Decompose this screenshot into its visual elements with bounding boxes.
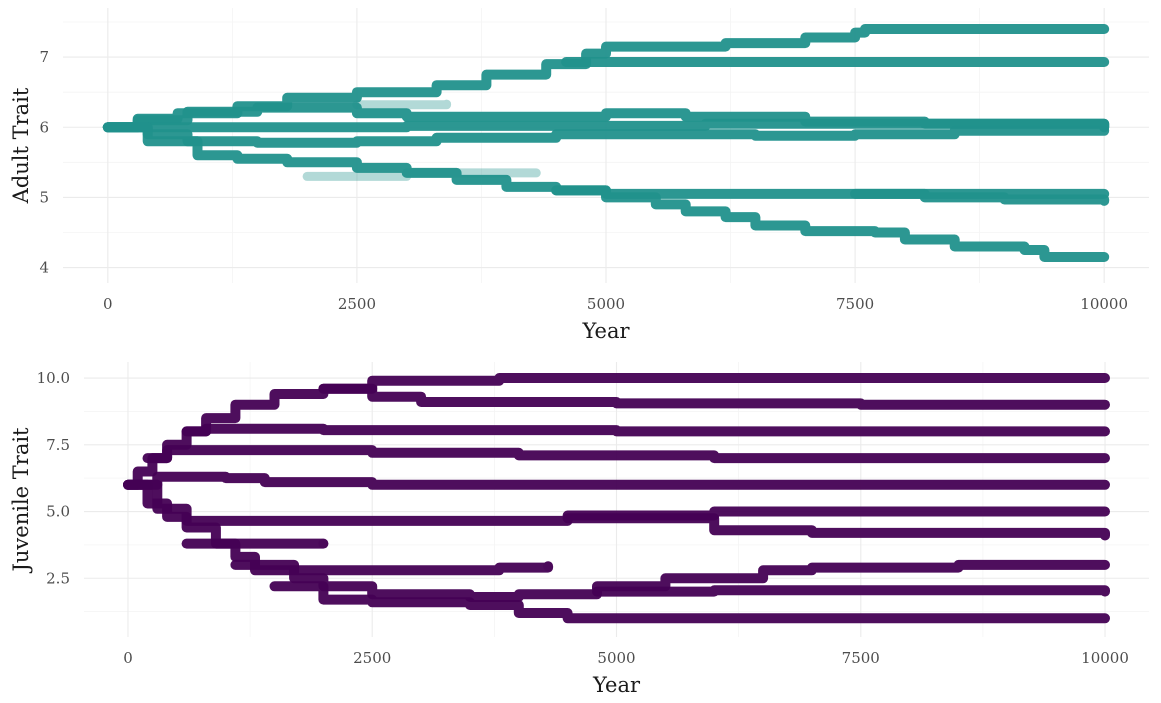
x-tick-label: 7500 <box>836 295 874 313</box>
x-tick-label: 0 <box>103 295 113 313</box>
x-tick-label: 10000 <box>1080 295 1128 313</box>
y-axis-title: Juvenile Trait <box>9 427 33 574</box>
x-axis-title: Year <box>581 319 630 343</box>
x-tick-label: 5000 <box>597 649 635 667</box>
series-fade-point <box>543 561 554 572</box>
series-line-8 <box>551 185 1110 262</box>
y-axis-title: Adult Trait <box>9 87 33 204</box>
series-line-8 <box>123 479 554 576</box>
x-axis: 0 2500 5000 7500 10000 Year <box>123 649 1129 697</box>
y-tick-label: 10.0 <box>37 369 70 387</box>
juvenile-trait-plot: 0 2500 5000 7500 10000 Year 2.5 5.0 7.5 10.0 Juven… <box>9 362 1149 697</box>
y-tick-label: 7 <box>39 48 49 66</box>
series-group <box>123 373 1110 624</box>
x-axis-title: Year <box>592 673 641 697</box>
series-line-7 <box>850 188 1110 206</box>
x-tick-label: 10000 <box>1081 649 1129 667</box>
series-group <box>102 24 1110 262</box>
x-tick-label: 2500 <box>338 295 376 313</box>
series-line-4 <box>102 118 1110 133</box>
y-tick-label: 2.5 <box>46 569 70 587</box>
series-line-5 <box>102 122 1110 148</box>
y-axis: 4 5 6 7 Adult Trait <box>9 48 49 276</box>
x-tick-label: 5000 <box>587 295 625 313</box>
series-line-12 <box>592 585 1110 597</box>
x-tick-label: 2500 <box>353 649 391 667</box>
y-tick-label: 5 <box>39 188 49 206</box>
y-tick-label: 4 <box>39 259 49 277</box>
series-line-9 <box>302 168 541 181</box>
series-line-7 <box>562 513 1110 541</box>
series-line-11 <box>269 581 1110 624</box>
series-line-4 <box>142 445 1110 464</box>
adult-trait-plot: 0 2500 5000 7500 10000 Year 4 5 6 7 Adult Trait <box>9 8 1149 343</box>
y-axis: 2.5 5.0 7.5 10.0 Juvenile Trait <box>9 369 70 587</box>
series-line-10 <box>352 99 452 110</box>
x-tick-label: 0 <box>123 649 133 667</box>
y-tick-label: 5.0 <box>46 503 70 521</box>
y-tick-label: 6 <box>39 118 49 136</box>
y-tick-label: 7.5 <box>46 436 70 454</box>
x-axis: 0 2500 5000 7500 10000 Year <box>103 295 1128 343</box>
series-line-3 <box>181 423 1110 437</box>
series-line-2 <box>318 383 1110 410</box>
x-tick-label: 7500 <box>842 649 880 667</box>
series-fade-point <box>318 538 329 549</box>
